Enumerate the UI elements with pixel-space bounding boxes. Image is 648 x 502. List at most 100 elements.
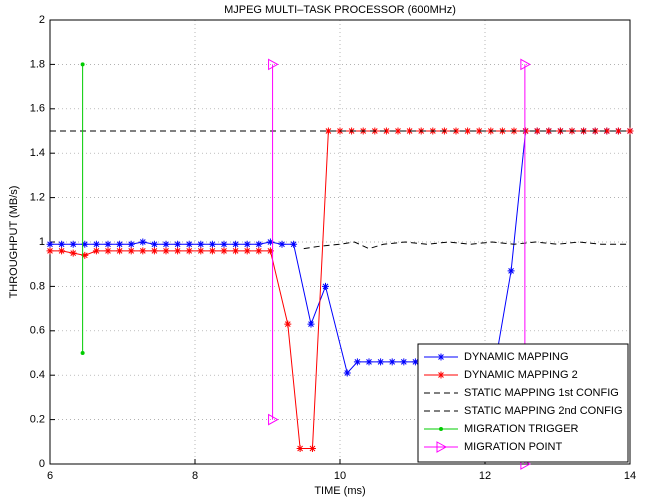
- legend-label: MIGRATION POINT: [464, 441, 562, 453]
- marker: [343, 369, 351, 377]
- marker: [185, 247, 193, 255]
- marker: [150, 240, 158, 248]
- y-tick-label: 1.4: [30, 147, 45, 159]
- marker: [104, 247, 112, 255]
- marker: [127, 240, 135, 248]
- y-tick-label: 0.4: [30, 369, 45, 381]
- y-tick-label: 1: [39, 236, 45, 248]
- marker: [400, 358, 408, 366]
- series-line: [303, 241, 630, 250]
- marker: [46, 247, 54, 255]
- marker: [81, 240, 89, 248]
- marker: [307, 320, 315, 328]
- marker: [232, 247, 240, 255]
- marker: [174, 247, 182, 255]
- y-tick-label: 0.2: [30, 414, 45, 426]
- marker: [104, 240, 112, 248]
- marker: [46, 240, 54, 248]
- legend-box: [417, 343, 629, 463]
- legend-marker: [439, 427, 443, 431]
- marker: [255, 247, 263, 255]
- marker: [266, 238, 274, 246]
- marker: [81, 251, 89, 259]
- marker: [69, 249, 77, 257]
- marker: [92, 240, 100, 248]
- marker: [69, 240, 77, 248]
- marker: [284, 320, 292, 328]
- y-axis-label: THROUGHPUT (MB/s): [8, 186, 20, 299]
- marker: [92, 247, 100, 255]
- marker: [296, 444, 304, 452]
- legend-marker: [437, 353, 445, 361]
- marker: [308, 444, 316, 452]
- marker: [464, 127, 472, 135]
- marker: [162, 247, 170, 255]
- marker: [162, 240, 170, 248]
- marker: [411, 358, 419, 366]
- chart-title: MJPEG MULTI–TASK PROCESSOR (600MHz): [224, 4, 456, 16]
- marker: [80, 62, 85, 67]
- marker: [243, 247, 251, 255]
- marker: [116, 247, 124, 255]
- marker: [507, 267, 515, 275]
- marker: [614, 127, 622, 135]
- marker: [208, 240, 216, 248]
- marker: [139, 247, 147, 255]
- marker: [150, 247, 158, 255]
- marker: [58, 240, 66, 248]
- marker: [116, 240, 124, 248]
- marker: [377, 358, 385, 366]
- x-tick-label: 10: [334, 470, 346, 482]
- marker: [268, 413, 279, 426]
- marker: [139, 238, 147, 246]
- y-tick-label: 0: [39, 458, 45, 470]
- marker: [290, 240, 298, 248]
- marker: [268, 58, 279, 71]
- legend-label: DYNAMIC MAPPING: [464, 351, 569, 363]
- marker: [353, 358, 361, 366]
- marker: [626, 127, 634, 135]
- marker: [545, 127, 553, 135]
- legend-label: STATIC MAPPING 1st CONFIG: [464, 387, 619, 399]
- marker: [603, 127, 611, 135]
- marker: [322, 282, 329, 290]
- marker: [80, 351, 85, 355]
- marker: [520, 58, 531, 71]
- y-tick-label: 1.2: [30, 192, 45, 204]
- legend-marker: [437, 371, 445, 379]
- marker: [232, 240, 240, 248]
- y-tick-label: 1.6: [30, 103, 45, 115]
- legend-label: DYNAMIC MAPPING 2: [464, 369, 578, 381]
- x-tick-label: 8: [192, 470, 198, 482]
- marker: [475, 127, 483, 135]
- legend-label: STATIC MAPPING 2nd CONFIG: [464, 405, 623, 417]
- marker: [58, 247, 66, 255]
- marker: [382, 127, 390, 135]
- marker: [406, 127, 414, 135]
- marker: [197, 247, 205, 255]
- marker: [324, 127, 332, 135]
- marker: [127, 247, 135, 255]
- marker: [394, 127, 402, 135]
- marker: [365, 358, 373, 366]
- marker: [197, 240, 205, 248]
- marker: [174, 240, 182, 248]
- marker: [533, 127, 541, 135]
- legend-marker: [436, 441, 448, 453]
- legend-label: MIGRATION TRIGGER: [464, 423, 579, 435]
- x-tick-label: 12: [479, 470, 491, 482]
- y-tick-label: 0.8: [30, 280, 45, 292]
- y-tick-label: 2: [39, 14, 45, 26]
- marker: [388, 358, 396, 366]
- marker: [185, 240, 193, 248]
- marker: [220, 240, 228, 248]
- marker: [208, 247, 216, 255]
- marker: [278, 240, 286, 248]
- marker: [243, 240, 251, 248]
- x-tick-label: 14: [624, 470, 636, 482]
- marker: [266, 247, 274, 255]
- marker: [220, 247, 228, 255]
- y-tick-label: 1.8: [30, 58, 45, 70]
- x-tick-label: 6: [47, 470, 53, 482]
